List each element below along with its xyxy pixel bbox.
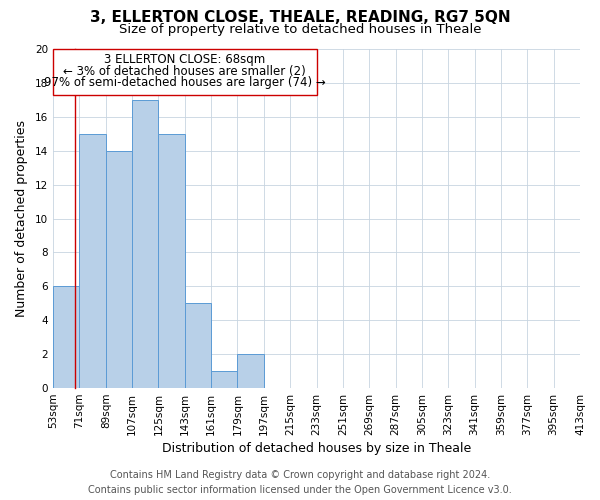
X-axis label: Distribution of detached houses by size in Theale: Distribution of detached houses by size …: [162, 442, 471, 455]
Bar: [211, 371, 238, 388]
Text: Size of property relative to detached houses in Theale: Size of property relative to detached ho…: [119, 22, 481, 36]
Bar: [106, 150, 132, 388]
Bar: [53, 286, 79, 388]
Bar: [132, 100, 158, 388]
Bar: [158, 134, 185, 388]
Text: 97% of semi-detached houses are larger (74) →: 97% of semi-detached houses are larger (…: [44, 76, 326, 90]
Text: 3, ELLERTON CLOSE, THEALE, READING, RG7 5QN: 3, ELLERTON CLOSE, THEALE, READING, RG7 …: [89, 10, 511, 25]
Bar: [185, 304, 211, 388]
Bar: [53, 49, 317, 95]
Text: 3 ELLERTON CLOSE: 68sqm: 3 ELLERTON CLOSE: 68sqm: [104, 52, 265, 66]
Bar: [238, 354, 264, 388]
Bar: [79, 134, 106, 388]
Text: Contains HM Land Registry data © Crown copyright and database right 2024.
Contai: Contains HM Land Registry data © Crown c…: [88, 470, 512, 495]
Text: ← 3% of detached houses are smaller (2): ← 3% of detached houses are smaller (2): [64, 64, 306, 78]
Y-axis label: Number of detached properties: Number of detached properties: [15, 120, 28, 317]
